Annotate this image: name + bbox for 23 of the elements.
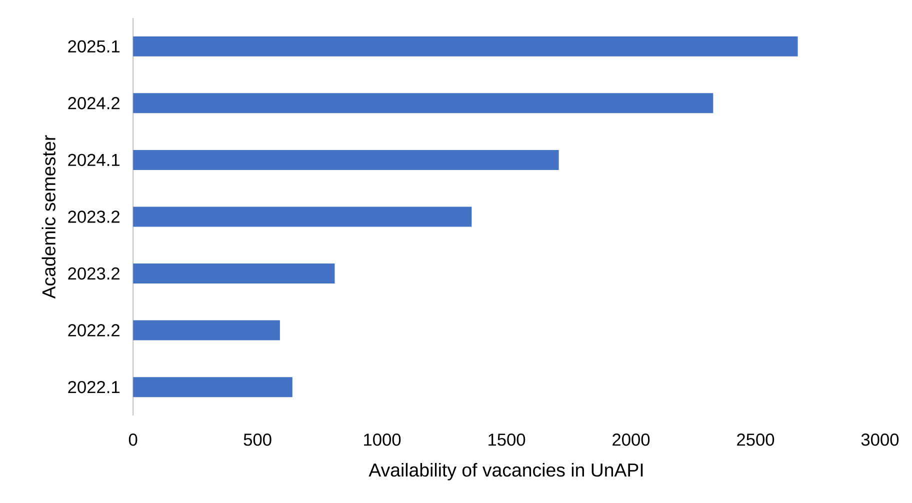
y-tick-label: 2023.2 [68,210,120,224]
x-tick-label: 1500 [488,434,526,446]
x-tick-label: 2500 [737,434,774,446]
bar [133,150,559,170]
bar [133,36,798,57]
x-axis-title: Availability of vacancies in UnAPI [368,463,643,481]
x-tick-label: 0 [128,434,138,446]
bar [133,264,335,284]
y-axis-title: Academic semester [42,135,56,299]
x-tick-label: 1000 [364,434,401,446]
bar [133,320,280,341]
bar [133,93,714,114]
y-tick-label: 2024.1 [68,154,120,166]
x-tick-label: 500 [244,434,272,446]
y-tick-label: 2024.2 [68,97,120,110]
y-tick-label: 2022.2 [68,324,120,337]
bar [133,206,472,227]
y-tick-label: 2023.2 [68,268,120,280]
x-tick-label: 2000 [612,434,650,446]
x-tick-label: 3000 [861,434,899,446]
y-tick-label: 2025.1 [68,40,120,53]
bar [133,377,292,398]
y-tick-label: 2022.1 [68,381,120,394]
